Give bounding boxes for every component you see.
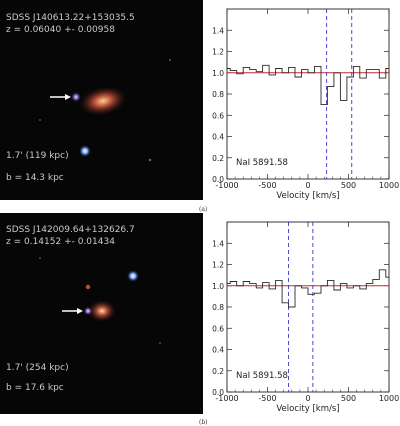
y-tick-label: 0.8 [212, 90, 224, 99]
spectrum-line [227, 64, 389, 106]
x-tick-label: 0 [305, 181, 310, 190]
white-arrow-icon [62, 308, 83, 314]
host-galaxy [79, 86, 127, 116]
spectrum-chart-b: -1000 -500 0 500 1000 0.0 0.2 0.4 0.6 0.8 1.0 1.2 1.… [212, 221, 399, 414]
y-tick-label: 1.0 [212, 69, 224, 78]
galaxy-image-a: SDSS J140613.22+153035.5 z = 0.06040 +- … [0, 0, 203, 200]
field-star [79, 145, 91, 157]
x-tick-label: 1000 [379, 181, 399, 190]
redshift-label: z = 0.14152 +- 0.01434 [6, 237, 115, 247]
separation-label: 1.7' (119 kpc) [6, 151, 69, 161]
plot-frame [226, 221, 390, 393]
y-tick-label: 0.8 [212, 303, 224, 312]
host-galaxy [88, 300, 116, 322]
y-tick-label: 0.4 [212, 133, 224, 142]
x-axis-label: Velocity [km/s] [276, 404, 339, 414]
impact-label: b = 14.3 kpc [6, 173, 64, 183]
y-tick-label: 0.6 [212, 111, 224, 120]
panel-b: SDSS J142009.64+132626.7 z = 0.14152 +- … [0, 213, 400, 426]
white-arrow-icon [50, 94, 71, 100]
panel-a: SDSS J140613.22+153035.5 z = 0.06040 +- … [0, 0, 399, 213]
panel-label-a: (a) [199, 206, 208, 213]
target-object [83, 306, 93, 316]
x-axis-label: Velocity [km/s] [276, 191, 339, 201]
y-tick-label: 0.2 [212, 154, 224, 163]
x-tick-label: 1000 [379, 394, 399, 403]
x-tick-label: -1000 [215, 394, 238, 403]
x-tick-label: 0 [305, 394, 310, 403]
spectrum-chart-a: -1000 -500 0 500 1000 0.0 0.2 0.4 0.6 0.8 1.0 1.2 1.… [212, 8, 399, 201]
plot-frame [226, 8, 390, 180]
object-name: SDSS J140613.22+153035.5 [6, 13, 135, 23]
redshift-label: z = 0.06040 +- 0.00958 [6, 25, 115, 35]
y-tick-label: 1.0 [212, 282, 224, 291]
x-tick-label: -500 [258, 181, 276, 190]
y-tick-label: 1.2 [212, 261, 224, 270]
galaxy-image-b: SDSS J142009.64+132626.7 z = 0.14152 +- … [0, 213, 203, 414]
y-tick-label: 0.2 [212, 367, 224, 376]
field-star [127, 270, 139, 282]
y-tick-label: 1.2 [212, 48, 224, 57]
separation-label: 1.7' (254 kpc) [6, 363, 69, 373]
y-tick-label: 0.4 [212, 346, 224, 355]
x-tick-label: 500 [341, 181, 356, 190]
target-object [71, 92, 81, 102]
y-tick-label: 0.0 [212, 388, 224, 397]
x-tick-label: 500 [341, 394, 356, 403]
galaxy-field-b [0, 213, 203, 414]
y-tick-label: 0.0 [212, 175, 224, 184]
x-tick-label: -1000 [215, 181, 238, 190]
galaxy-field-a [0, 0, 203, 200]
y-tick-label: 0.6 [212, 324, 224, 333]
y-tick-label: 1.4 [212, 239, 224, 248]
x-tick-label: -500 [258, 394, 276, 403]
spectrum-line [227, 269, 389, 308]
y-tick-label: 1.4 [212, 26, 224, 35]
line-annotation: NaI 5891.58 [236, 371, 288, 381]
object-name: SDSS J142009.64+132626.7 [6, 225, 135, 235]
panel-label-b: (b) [199, 419, 208, 426]
line-annotation: NaI 5891.58 [236, 158, 288, 168]
impact-label: b = 17.6 kpc [6, 383, 64, 393]
